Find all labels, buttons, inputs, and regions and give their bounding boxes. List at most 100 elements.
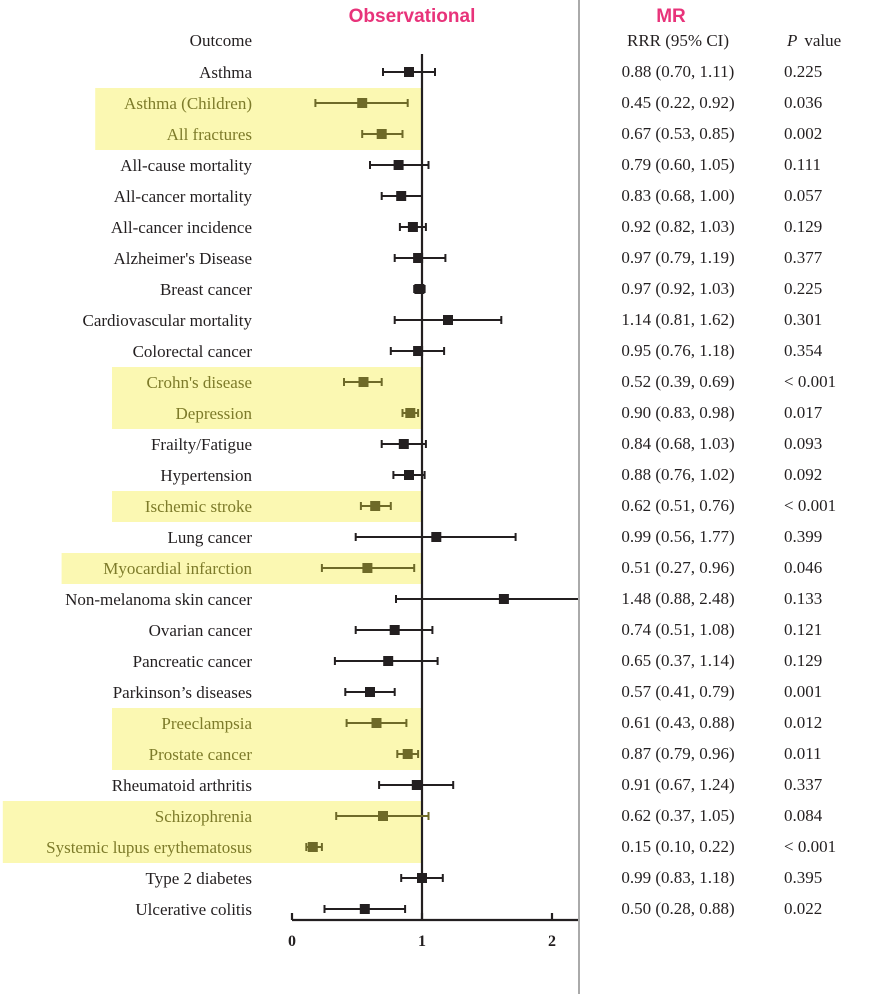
p-value: 0.399 — [784, 527, 822, 546]
outcome-label: Lung cancer — [168, 528, 253, 547]
rrr-value: 0.91 (0.67, 1.24) — [621, 775, 734, 794]
rrr-value: 0.62 (0.51, 0.76) — [621, 496, 734, 515]
rrr-value: 0.90 (0.83, 0.98) — [621, 403, 734, 422]
outcome-label: Parkinson’s diseases — [113, 683, 252, 702]
point-estimate — [402, 749, 413, 759]
rrr-value: 0.50 (0.28, 0.88) — [621, 899, 734, 918]
p-value: 0.395 — [784, 868, 822, 887]
point-estimate — [405, 408, 416, 418]
point-estimate — [376, 129, 387, 139]
rrr-value: 0.62 (0.37, 1.05) — [621, 806, 734, 825]
point-estimate — [393, 160, 404, 170]
outcome-label: Ovarian cancer — [149, 621, 253, 640]
p-value: 0.022 — [784, 899, 822, 918]
outcome-label: All-cancer incidence — [111, 218, 252, 237]
p-value: < 0.001 — [784, 496, 836, 515]
outcome-label: Colorectal cancer — [133, 342, 253, 361]
point-estimate — [389, 625, 400, 635]
rrr-value: 0.51 (0.27, 0.96) — [621, 558, 734, 577]
p-value: 0.012 — [784, 713, 822, 732]
point-estimate — [417, 873, 427, 883]
point-estimate — [365, 687, 375, 697]
outcome-label: Depression — [176, 404, 253, 423]
outcome-label: Asthma (Children) — [124, 94, 252, 113]
highlight-band — [112, 367, 422, 429]
rrr-value: 0.92 (0.82, 1.03) — [621, 217, 734, 236]
outcome-label: Cardiovascular mortality — [83, 311, 253, 330]
p-value: 0.225 — [784, 62, 822, 81]
outcome-label: Breast cancer — [160, 280, 252, 299]
point-estimate — [378, 811, 388, 821]
point-estimate — [383, 656, 394, 666]
point-estimate — [370, 501, 381, 511]
p-value: 0.011 — [784, 744, 822, 763]
p-value: 0.301 — [784, 310, 822, 329]
point-estimate — [413, 346, 424, 356]
point-estimate — [357, 98, 368, 108]
rrr-value: 0.97 (0.79, 1.19) — [621, 248, 734, 267]
rrr-value: 0.52 (0.39, 0.69) — [621, 372, 734, 391]
p-value: 0.129 — [784, 651, 822, 670]
rrr-value: 0.67 (0.53, 0.85) — [621, 124, 734, 143]
plot-rows: Asthma 0.88 (0.70, 1.11) 0.225 Asthma (Chil… — [46, 62, 836, 919]
p-value: 0.001 — [784, 682, 822, 701]
outcome-label: Crohn's disease — [146, 373, 252, 392]
p-value: 0.002 — [784, 124, 822, 143]
outcome-label: Asthma — [199, 63, 252, 82]
point-estimate — [358, 377, 369, 387]
rrr-value: 0.57 (0.41, 0.79) — [621, 682, 734, 701]
rrr-value: 0.97 (0.92, 1.03) — [621, 279, 734, 298]
point-estimate — [404, 470, 414, 480]
outcome-label: Hypertension — [160, 466, 252, 485]
p-value: 0.337 — [784, 775, 823, 794]
point-estimate — [307, 842, 318, 852]
p-value: 0.092 — [784, 465, 822, 484]
outcome-label: Rheumatoid arthritis — [112, 776, 252, 795]
p-value: < 0.001 — [784, 372, 836, 391]
outcome-label: Ischemic stroke — [145, 497, 252, 516]
x-tick-label: 2 — [548, 933, 556, 950]
outcome-label: All-cancer mortality — [114, 187, 253, 206]
p-value: 0.046 — [784, 558, 822, 577]
point-estimate — [398, 439, 409, 449]
point-estimate — [371, 718, 382, 728]
outcome-label: Pancreatic cancer — [133, 652, 253, 671]
p-value: 0.354 — [784, 341, 823, 360]
rrr-value: 0.88 (0.76, 1.02) — [621, 465, 734, 484]
outcome-label: Systemic lupus erythematosus — [46, 838, 252, 857]
outcome-label: Myocardial infarction — [103, 559, 252, 578]
p-value: 0.225 — [784, 279, 822, 298]
outcome-label: Type 2 diabetes — [146, 869, 252, 888]
rrr-value: 0.83 (0.68, 1.00) — [621, 186, 734, 205]
x-tick-label: 0 — [288, 933, 296, 950]
p-value: 0.129 — [784, 217, 822, 236]
rrr-value: 0.88 (0.70, 1.11) — [622, 62, 735, 81]
rrr-value: 0.74 (0.51, 1.08) — [621, 620, 734, 639]
p-value: 0.036 — [784, 93, 822, 112]
outcome-label: Alzheimer's Disease — [113, 249, 252, 268]
p-value: 0.084 — [784, 806, 823, 825]
rrr-value: 0.95 (0.76, 1.18) — [621, 341, 734, 360]
p-value: 0.133 — [784, 589, 822, 608]
outcome-label: Schizophrenia — [155, 807, 253, 826]
outcome-label: Prostate cancer — [149, 745, 253, 764]
point-estimate — [362, 563, 373, 573]
p-value: 0.121 — [784, 620, 822, 639]
outcome-header: Outcome — [190, 31, 252, 50]
outcome-label: Non-melanoma skin cancer — [65, 590, 252, 609]
mr-title: MR — [656, 6, 686, 27]
highlight-band — [112, 708, 422, 770]
outcome-label: Preeclampsia — [161, 714, 252, 733]
rrr-value: 0.99 (0.83, 1.18) — [621, 868, 734, 887]
rrr-value: 0.99 (0.56, 1.77) — [621, 527, 734, 546]
p-value: < 0.001 — [784, 837, 836, 856]
outcome-label: All-cause mortality — [120, 156, 252, 175]
p-header-value: value — [804, 31, 841, 50]
rrr-value: 1.48 (0.88, 2.48) — [621, 589, 734, 608]
highlight-band — [95, 88, 422, 150]
rrr-value: 1.14 (0.81, 1.62) — [621, 310, 734, 329]
point-estimate — [498, 594, 509, 604]
rrr-value: 0.65 (0.37, 1.14) — [621, 651, 734, 670]
